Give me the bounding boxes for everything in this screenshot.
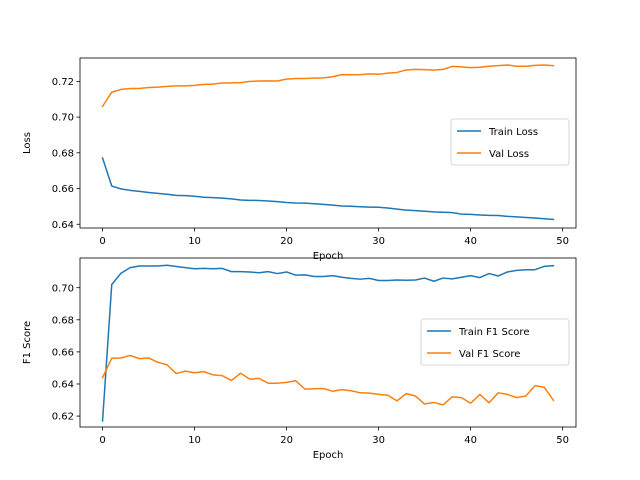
y-tick-label: 0.66 [52, 347, 74, 358]
y-tick-label: 0.72 [52, 77, 74, 88]
y-axis-label: Loss [22, 132, 33, 154]
x-tick-label: 20 [280, 236, 293, 247]
legend-label: Val F1 Score [459, 349, 520, 360]
x-tick-label: 0 [99, 236, 105, 247]
legend-label: Train F1 Score [458, 327, 529, 338]
x-tick-label: 50 [556, 435, 569, 446]
y-tick-label: 0.62 [52, 412, 74, 423]
f1-score-chart: 0 10 20 30 40 50 0.62 0.64 0.66 0.68 0.70 Epoch F1 S… [22, 257, 577, 461]
x-tick-label: 40 [464, 236, 477, 247]
y-tick-label: 0.66 [52, 184, 74, 195]
legend: Train F1 Score Val F1 Score [420, 318, 570, 366]
series-line-val-loss [101, 64, 555, 108]
y-tick-label: 0.70 [52, 283, 74, 294]
x-tick-label: 50 [556, 236, 569, 247]
x-axis-label: Epoch [313, 450, 344, 461]
x-tick-label: 0 [99, 435, 105, 446]
legend-label: Val Loss [489, 149, 529, 160]
series-line-train-loss [101, 157, 555, 221]
x-tick-label: 30 [372, 435, 385, 446]
x-tick-label: 10 [188, 236, 201, 247]
loss-chart: 0 10 20 30 40 50 0.64 0.66 0.68 0.70 0.72 Epoch Loss… [22, 57, 577, 262]
y-tick-label: 0.70 [52, 113, 74, 124]
y-tick-label: 0.68 [52, 315, 74, 326]
axes-frame [79, 257, 577, 428]
x-axis-label: Epoch [313, 251, 344, 262]
legend-box [420, 318, 570, 366]
series-line-train-f1-score [101, 264, 555, 422]
legend-label: Train Loss [488, 127, 538, 138]
y-tick-label: 0.68 [52, 148, 74, 159]
y-axis-label: F1 Score [22, 321, 33, 364]
legend: Train Loss Val Loss [450, 118, 570, 166]
series-line-val-f1-score [101, 354, 555, 406]
x-tick-label: 40 [464, 435, 477, 446]
y-tick-label: 0.64 [52, 220, 74, 231]
y-tick-label: 0.64 [52, 380, 74, 391]
x-tick-label: 30 [372, 236, 385, 247]
axes-frame [79, 57, 577, 229]
x-tick-label: 10 [188, 435, 201, 446]
x-tick-label: 20 [280, 435, 293, 446]
